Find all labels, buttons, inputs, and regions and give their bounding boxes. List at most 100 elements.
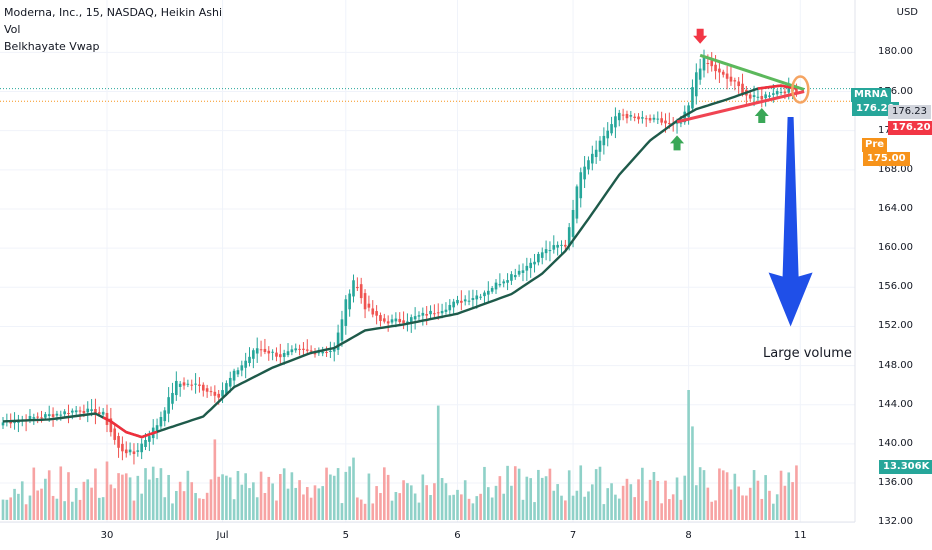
candle-body [279,354,282,358]
volume-indicator-label[interactable]: Vol [4,23,21,36]
candle-body [302,348,305,350]
candle-body [225,383,228,394]
candle-body [710,60,714,67]
mrna-tag-label: MRNA [851,88,891,102]
volume-bar [433,483,436,520]
volume-bar [421,474,425,520]
candle-body [109,418,113,433]
candle-body [606,130,610,139]
volume-bar [71,501,74,520]
candle-body [641,117,644,119]
candle-body [617,112,621,121]
volume-bar [367,473,371,520]
volume-bar [606,488,610,520]
volume-bar [795,465,798,520]
candle-body [63,411,66,415]
volume-bar [529,478,532,520]
mrna-tag-value: 176.29 [851,102,899,116]
volume-bar [721,470,725,520]
volume-bar [59,466,63,520]
volume-bar [494,485,498,520]
candle-body [487,290,490,295]
price-tick-label: 156.00 [878,281,913,293]
candle-body [51,414,55,417]
candle-body [567,227,571,246]
candle-body [113,428,117,440]
candle-body [190,384,194,386]
candle-body [394,318,398,322]
symbol-title[interactable]: Moderna, Inc., 15, NASDAQ, Heikin Ashi [4,6,223,19]
candle-body [702,57,706,71]
candle-body [698,68,702,80]
candle-body [668,122,671,124]
volume-bar [425,485,428,520]
volume-bar [248,488,251,520]
red-down-arrow-icon-shape [693,28,708,44]
volume-bar [344,471,348,520]
volume-bar [117,473,120,520]
volume-bar [444,483,448,520]
candle-body [525,265,529,271]
volume-bar [359,499,363,520]
volume-bar [517,468,521,520]
volume-tag-value: 13.306K [879,460,932,474]
volume-bars [1,390,798,520]
volume-bar [159,468,163,520]
candle-body [629,115,633,117]
candle-body [733,80,737,82]
candle-body [610,124,613,134]
volume-bar [544,476,548,520]
volume-bar [664,480,667,520]
candle-body [506,280,509,283]
price-tick-label: 152.00 [878,320,913,332]
volume-bar [255,497,259,520]
volume-bar [779,470,783,520]
large-volume-annotation[interactable]: Large volume [763,346,852,361]
volume-bar [294,487,298,520]
volume-bar [571,495,575,520]
lower-trendline [676,90,805,124]
grey-price-tag: 176.23 [888,105,931,119]
volume-bar [560,495,563,520]
volume-bar [259,471,263,520]
volume-bar [182,491,186,520]
candle-body [560,244,563,246]
candle-body [201,384,205,391]
volume-bar [498,476,502,520]
volume-bar [20,481,24,520]
candle-body [552,245,556,250]
volume-bar [783,485,787,520]
volume-bar [340,503,344,520]
volume-bar [575,490,579,520]
volume-bar [148,479,151,520]
volume-bar [448,495,452,520]
candle-body [398,318,402,323]
volume-bar [668,499,671,520]
volume-bar [768,490,771,520]
candle-body [78,410,82,412]
volume-bar [548,468,552,520]
candle-body [336,332,340,350]
candle-body [159,416,163,427]
candle-body [587,160,590,170]
volume-bar [409,485,413,520]
volume-bar [24,504,28,520]
vwap-indicator-label[interactable]: Belkhayate Vwap [4,40,100,53]
volume-bar [244,473,247,520]
candle-body [329,350,332,353]
volume-bar [1,499,5,520]
volume-bar [671,494,675,520]
candle-body [460,300,463,303]
volume-bar [733,473,737,520]
candle-body [221,390,224,397]
volume-bar [602,504,606,520]
upper-trendline [699,53,805,91]
time-tick-label: 5 [342,530,349,541]
candle-body [74,410,78,413]
candle-body [575,186,579,219]
candle-body [448,305,452,311]
candle-body [13,422,16,424]
volume-bar [82,481,86,520]
candle-body [167,397,170,414]
